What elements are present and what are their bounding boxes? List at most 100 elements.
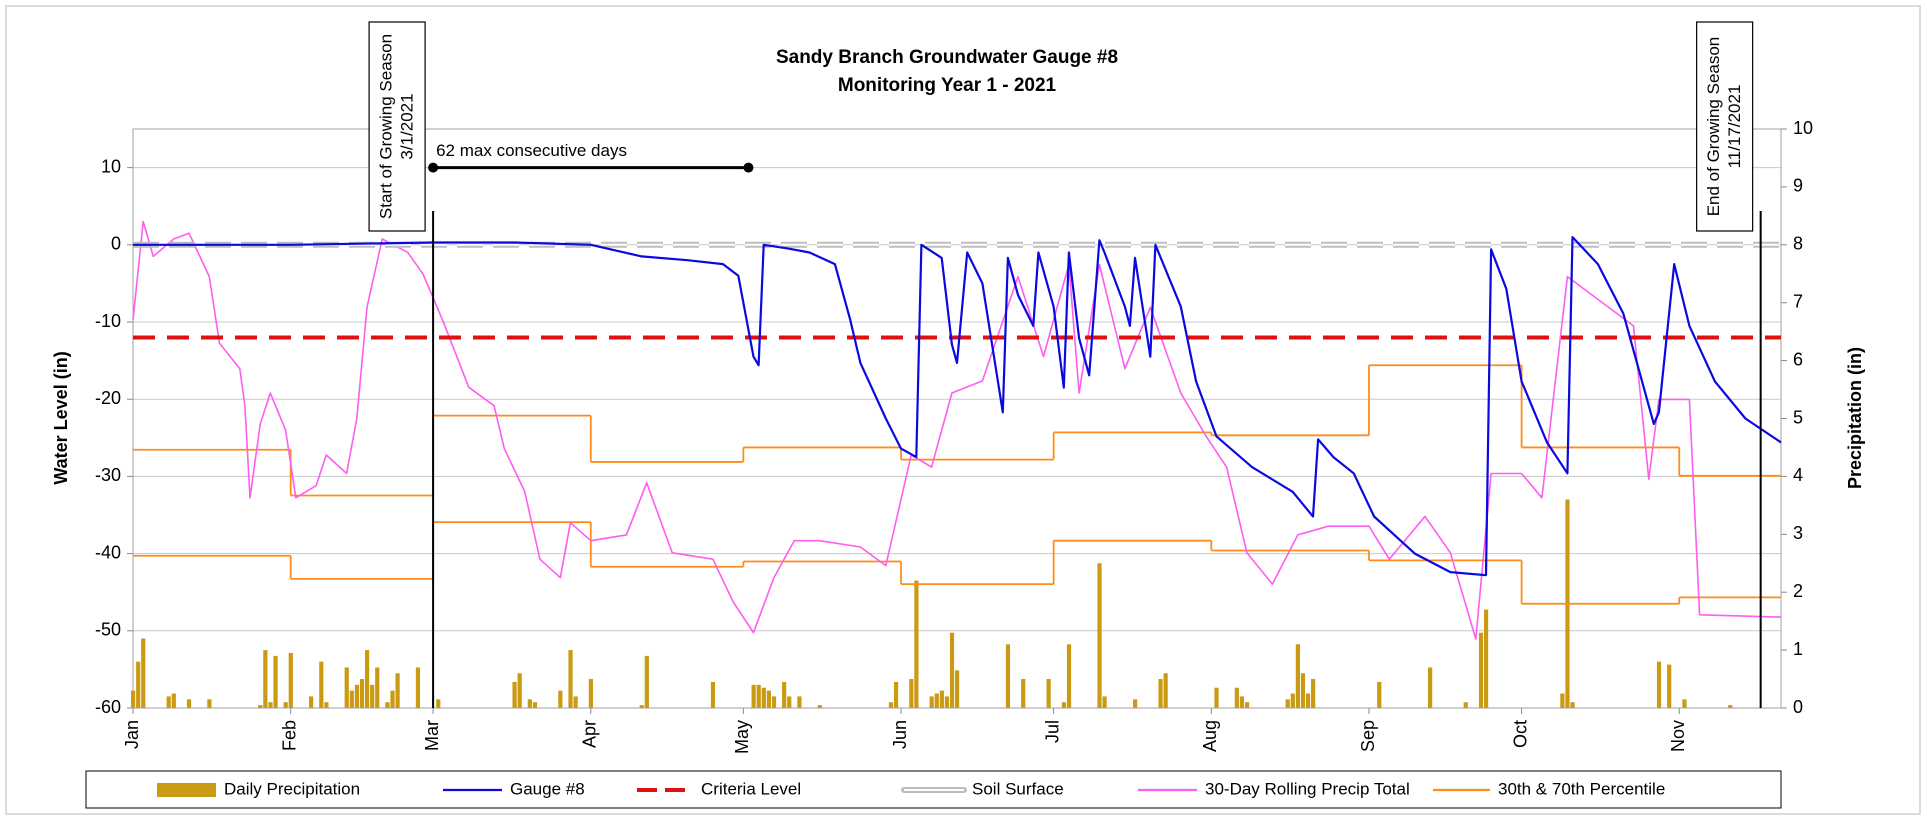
precip-bar xyxy=(1305,693,1311,708)
precip-bar xyxy=(364,650,370,708)
precip-bar xyxy=(949,632,955,708)
precip-bar xyxy=(141,638,146,708)
x-tick-label: Nov xyxy=(1668,720,1688,752)
precip-bar xyxy=(710,681,716,708)
precip-bar xyxy=(1097,563,1102,708)
precip-bar xyxy=(751,684,756,708)
precip-bar xyxy=(527,699,532,708)
chart-subtitle: Monitoring Year 1 - 2021 xyxy=(838,75,1057,96)
x-tick-label: Jul xyxy=(1042,720,1062,743)
precip-bar xyxy=(1311,679,1316,708)
legend-label: Criteria Level xyxy=(701,779,801,798)
precip-bar xyxy=(370,684,375,708)
precip-bar xyxy=(309,696,314,708)
precip-bar xyxy=(375,667,380,708)
precip-bar xyxy=(354,684,360,708)
precip-bar xyxy=(171,693,176,708)
precip-bar xyxy=(939,690,944,708)
precip-bar xyxy=(944,696,950,708)
x-tick-label: Apr xyxy=(580,720,600,748)
annotation-date: 3/1/2021 xyxy=(398,93,417,159)
precip-bar xyxy=(914,580,919,708)
x-tick-label: Sep xyxy=(1358,720,1378,752)
consecutive-end-dot xyxy=(743,162,754,173)
precip-bar xyxy=(1728,705,1733,708)
precip-bar xyxy=(782,681,787,708)
precip-bar xyxy=(268,702,273,708)
precip-bar xyxy=(1021,679,1026,708)
precip-bar xyxy=(263,650,268,708)
y-tick-label: -60 xyxy=(95,697,121,717)
y2-tick-label: 7 xyxy=(1793,291,1803,311)
precip-bar xyxy=(344,667,349,708)
precip-bar xyxy=(1428,667,1433,708)
precip-bar xyxy=(1295,644,1300,708)
chart-frame xyxy=(5,5,1921,815)
precip-bar xyxy=(131,690,136,708)
annotation-text: End of Growing Season xyxy=(1704,37,1723,217)
plot-marks xyxy=(131,220,1782,708)
precip-bar xyxy=(1290,693,1295,708)
precip-bar xyxy=(415,667,421,708)
precip-bar xyxy=(1005,644,1011,708)
annotation-date: 11/17/2021 xyxy=(1725,85,1744,169)
precip-bar xyxy=(1478,632,1484,708)
precip-bar xyxy=(1463,702,1468,708)
precip-bar xyxy=(756,684,761,708)
x-tick-label: Mar xyxy=(422,720,442,751)
precip-bar xyxy=(517,673,522,708)
precip-bar xyxy=(1066,644,1072,708)
precip-bar xyxy=(934,693,939,708)
precip-bar xyxy=(1061,702,1067,708)
y-axis-label: Water Level (in) xyxy=(51,351,71,484)
annotation-box xyxy=(368,21,426,232)
precip-bar xyxy=(797,696,802,708)
y-tick-label: -40 xyxy=(95,542,121,562)
precip-bar xyxy=(512,681,517,708)
precip-bar xyxy=(1244,702,1250,708)
legend-swatch xyxy=(157,783,216,797)
x-tick-label: Oct xyxy=(1510,720,1530,748)
annotation-box xyxy=(1696,21,1754,232)
precip-bar xyxy=(573,696,578,708)
precip-bar xyxy=(532,702,538,708)
y2-tick-label: 10 xyxy=(1793,118,1813,138)
precip-bar xyxy=(1158,679,1163,708)
precip-bar xyxy=(771,696,777,708)
y2-tick-label: 8 xyxy=(1793,234,1803,254)
precip-bar xyxy=(1667,664,1672,708)
y2-tick-label: 5 xyxy=(1793,407,1803,427)
precip-bar xyxy=(283,702,288,708)
precip-bar xyxy=(888,702,894,708)
precip-bar xyxy=(1560,693,1565,708)
y-tick-label: -20 xyxy=(95,388,121,408)
y2-tick-label: 4 xyxy=(1793,465,1803,485)
precip-bar xyxy=(639,705,644,708)
precip-bar xyxy=(1570,702,1575,708)
precip-bar xyxy=(166,696,171,708)
x-tick-label: May xyxy=(732,720,752,754)
precip-bar xyxy=(1239,696,1245,708)
legend-label: Soil Surface xyxy=(972,779,1064,798)
x-tick-label: Aug xyxy=(1200,720,1220,752)
series-line xyxy=(132,220,1782,640)
precip-bar xyxy=(390,690,395,708)
y2-tick-label: 9 xyxy=(1793,176,1803,196)
precip-bar xyxy=(319,661,324,708)
precip-bar xyxy=(787,696,792,708)
y-tick-label: -50 xyxy=(95,620,121,640)
precip-bar xyxy=(207,699,212,708)
precip-bar xyxy=(588,679,593,708)
y2-tick-label: 1 xyxy=(1793,639,1803,659)
precip-bar xyxy=(909,679,914,708)
precip-bar xyxy=(436,699,441,708)
precip-bar xyxy=(1483,609,1489,708)
precip-bar xyxy=(258,705,263,708)
precip-bar xyxy=(1214,687,1219,708)
y-tick-label: -30 xyxy=(95,465,121,485)
x-tick-label: Jan xyxy=(122,720,142,749)
y-tick-label: -10 xyxy=(95,311,121,331)
precip-bar xyxy=(385,702,390,708)
